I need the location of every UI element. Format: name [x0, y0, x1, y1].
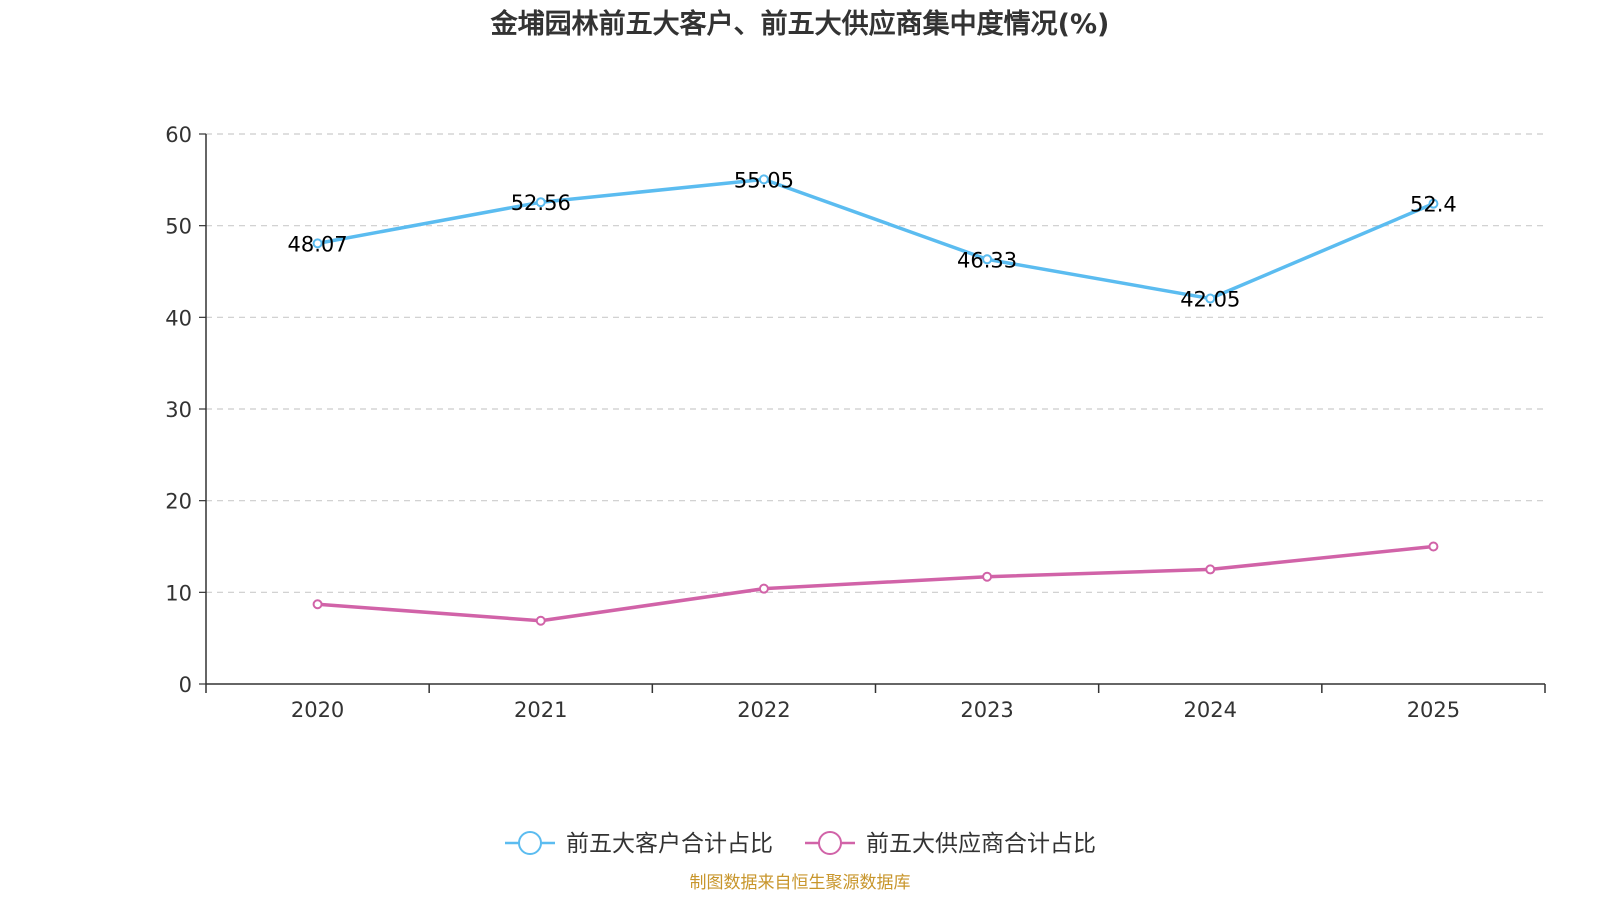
series-line[interactable] [315, 544, 1436, 623]
data-label: 52.4 [1410, 193, 1457, 217]
legend-item-1[interactable]: 前五大客户合计占比 [505, 831, 773, 857]
x-tick-label: 2025 [1407, 698, 1460, 722]
series-layer [312, 174, 1439, 626]
x-tick-label: 2023 [960, 698, 1013, 722]
data-point[interactable] [312, 599, 323, 610]
data-point[interactable] [312, 238, 323, 249]
series-2[interactable] [312, 541, 1439, 626]
data-point[interactable] [1205, 293, 1216, 304]
data-point[interactable] [535, 615, 546, 626]
y-tick-label: 0 [179, 673, 192, 697]
data-labels: 48.07 52.56 55.05 46.33 42.05 52.4 [288, 168, 1457, 311]
y-tick-label: 40 [165, 306, 192, 330]
data-point[interactable] [1428, 541, 1439, 552]
x-tick-label: 2020 [291, 698, 344, 722]
data-point[interactable] [982, 571, 993, 582]
x-tick-label: 2021 [514, 698, 567, 722]
legend-marker [518, 831, 542, 855]
data-point[interactable] [982, 254, 993, 265]
y-tick-label: 30 [165, 398, 192, 422]
data-label: 55.05 [734, 168, 794, 192]
source-note: 制图数据来自恒生聚源数据库 [690, 873, 911, 893]
data-label: 46.33 [957, 248, 1017, 272]
legend-item-2[interactable]: 前五大供应商合计占比 [805, 831, 1096, 857]
data-label: 48.07 [288, 232, 348, 256]
legend-label: 前五大客户合计占比 [566, 831, 773, 857]
legend[interactable]: 前五大客户合计占比 前五大供应商合计占比 [505, 831, 1096, 857]
data-point[interactable] [1205, 564, 1216, 575]
x-tick-label: 2024 [1184, 698, 1237, 722]
y-tick-label: 60 [165, 123, 192, 147]
legend-label: 前五大供应商合计占比 [866, 831, 1096, 857]
y-tick-label: 50 [165, 215, 192, 239]
x-tick-label: 2022 [737, 698, 790, 722]
legend-marker [818, 831, 842, 855]
axes: 0 10 20 30 40 50 60 2020 2021 2022 2023 2024 2025 [165, 123, 1546, 722]
series-1[interactable] [312, 174, 1439, 304]
data-point[interactable] [758, 174, 769, 185]
gridlines [206, 133, 1545, 593]
data-point[interactable] [535, 197, 546, 208]
y-tick-label: 20 [165, 490, 192, 514]
data-label: 42.05 [1180, 288, 1240, 312]
chart-title: 金埔园林前五大客户、前五大供应商集中度情况(%) [490, 8, 1110, 40]
series-line[interactable] [315, 177, 1436, 301]
data-point[interactable] [1428, 198, 1439, 209]
y-tick-label: 10 [165, 581, 192, 605]
data-point[interactable] [758, 583, 769, 594]
data-label: 52.56 [511, 191, 571, 215]
